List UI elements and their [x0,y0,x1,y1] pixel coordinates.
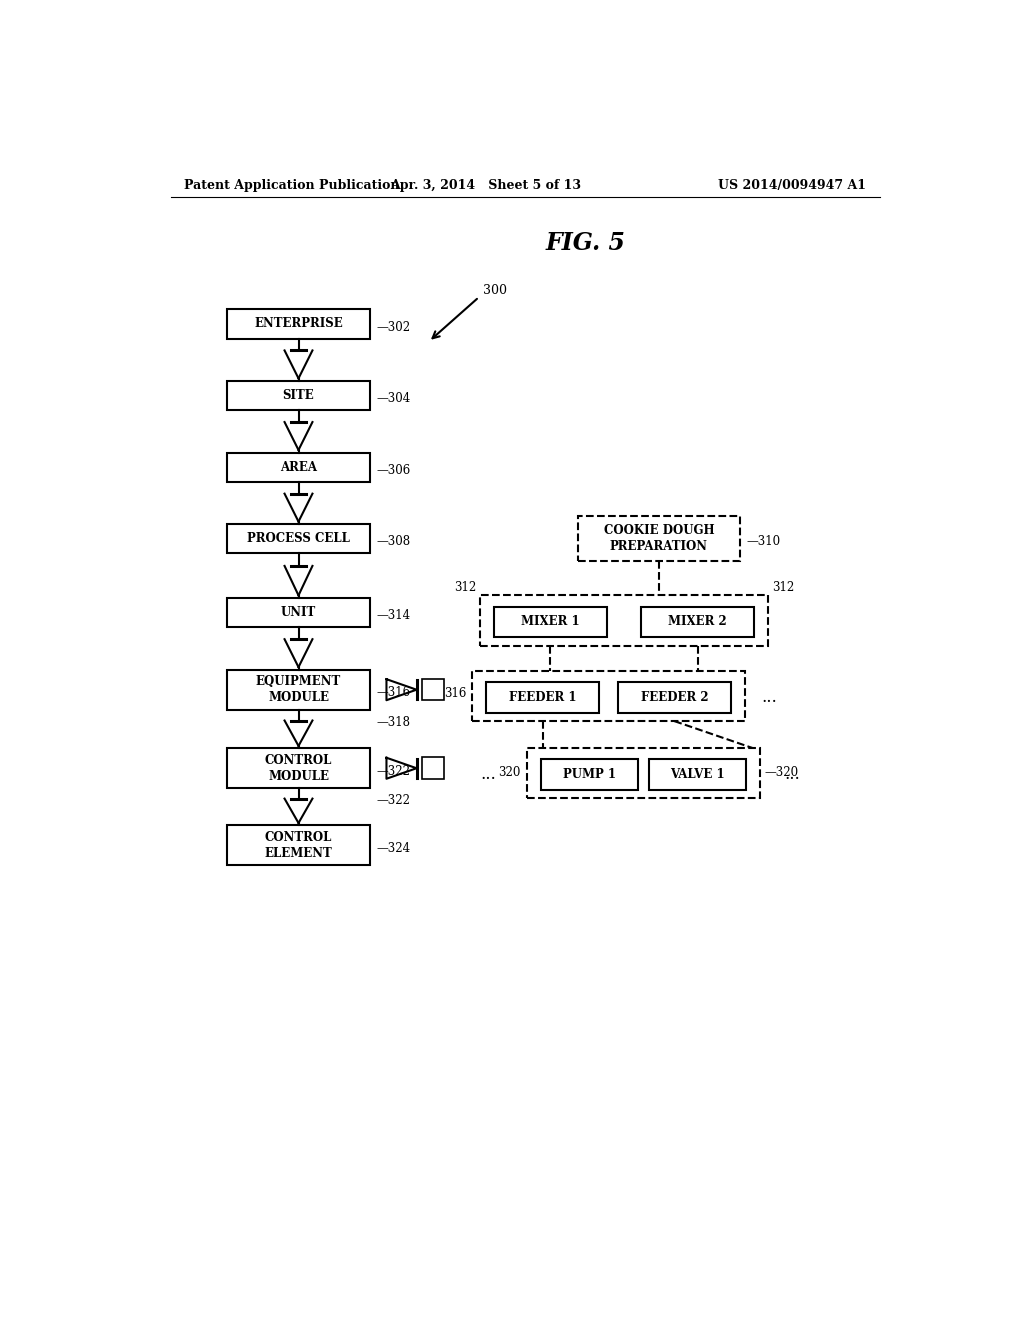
Text: PUMP 1: PUMP 1 [562,768,615,781]
Bar [226,524,371,553]
Text: ...: ... [480,766,496,783]
Text: US 2014/0094947 A1: US 2014/0094947 A1 [718,178,866,191]
Bar [422,758,443,779]
Bar [226,453,371,482]
Bar [618,682,730,713]
Text: Apr. 3, 2014   Sheet 5 of 13: Apr. 3, 2014 Sheet 5 of 13 [390,178,582,191]
Text: VALVE 1: VALVE 1 [671,768,725,781]
Text: ...: ... [784,766,801,783]
Text: 312: 312 [772,581,794,594]
Bar [578,516,740,561]
Text: CONTROL
ELEMENT: CONTROL ELEMENT [264,830,333,859]
Text: AREA: AREA [280,461,317,474]
Bar [649,759,746,789]
Bar [526,748,760,799]
Text: —318: —318 [377,715,411,729]
Bar [226,748,371,788]
Text: UNIT: UNIT [281,606,316,619]
Text: MIXER 2: MIXER 2 [669,615,727,628]
Text: —302: —302 [377,321,411,334]
Bar [480,595,768,645]
Bar [226,669,371,710]
Bar [495,607,606,638]
Text: —324: —324 [377,842,411,855]
Text: 312: 312 [454,581,476,594]
Text: 300: 300 [483,284,507,297]
Bar [226,825,371,866]
Text: —322: —322 [377,764,411,777]
Bar [226,598,371,627]
Bar [541,759,638,789]
Bar [422,678,443,701]
Text: —308: —308 [377,536,411,548]
Text: FEEDER 2: FEEDER 2 [641,690,709,704]
Bar [226,381,371,411]
Text: 320: 320 [498,767,520,779]
Text: —316: —316 [377,686,411,700]
Text: Patent Application Publication: Patent Application Publication [183,178,399,191]
Text: —310: —310 [746,536,780,548]
Text: —314: —314 [377,610,411,622]
Bar [486,682,599,713]
Text: ENTERPRISE: ENTERPRISE [254,317,343,330]
Text: PROCESS CELL: PROCESS CELL [247,532,350,545]
Bar [641,607,754,638]
Text: MIXER 1: MIXER 1 [521,615,580,628]
Text: COOKIE DOUGH
PREPARATION: COOKIE DOUGH PREPARATION [603,524,714,553]
Text: SITE: SITE [283,389,314,403]
Text: 316: 316 [444,686,466,700]
Text: FEEDER 1: FEEDER 1 [509,690,577,704]
Text: EQUIPMENT
MODULE: EQUIPMENT MODULE [256,676,341,704]
Text: —304: —304 [377,392,411,405]
Text: —322: —322 [377,795,411,807]
Text: —306: —306 [377,463,411,477]
Bar [472,671,744,721]
Text: CONTROL
MODULE: CONTROL MODULE [265,754,332,783]
Text: —320: —320 [765,767,799,779]
Bar [226,309,371,339]
Text: ...: ... [762,689,777,706]
Text: FIG. 5: FIG. 5 [545,231,626,255]
